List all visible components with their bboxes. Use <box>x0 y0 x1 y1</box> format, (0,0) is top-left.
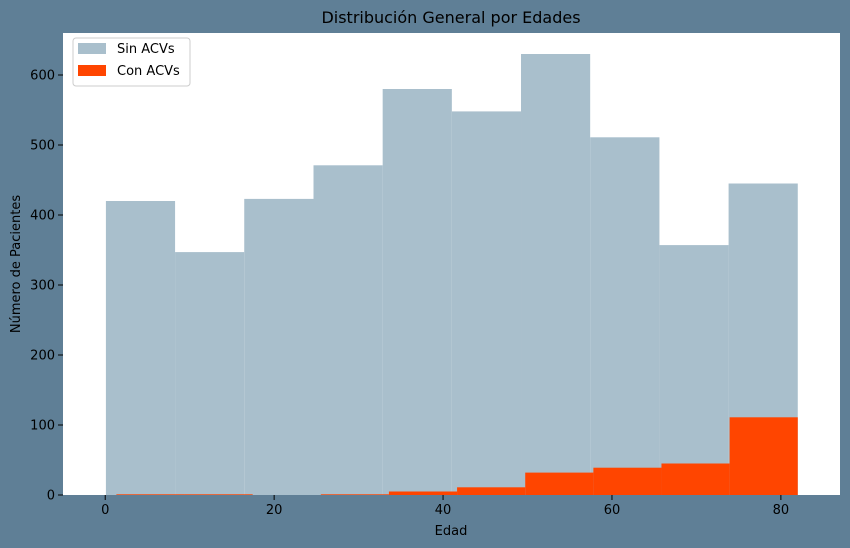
bar-sin-acvs-5 <box>451 111 522 496</box>
bar-sin-acvs-8 <box>659 245 729 495</box>
y-tick-label: 100 <box>30 419 55 434</box>
x-tick-label: 20 <box>266 503 283 518</box>
bar-con-acvs-4 <box>388 491 458 495</box>
bar-con-acvs-7 <box>593 467 662 495</box>
bar-sin-acvs-1 <box>175 252 245 495</box>
bar-con-acvs-5 <box>457 487 526 495</box>
bar-sin-acvs-2 <box>244 198 314 495</box>
legend-swatch-0 <box>78 43 106 54</box>
bar-con-acvs-3 <box>320 494 389 495</box>
legend: Sin ACVs Con ACVs <box>72 37 191 87</box>
legend-swatch-1 <box>78 65 106 76</box>
bar-con-acvs-1 <box>184 494 253 495</box>
y-tick-label: 0 <box>47 489 55 504</box>
bar-sin-acvs-6 <box>521 54 591 495</box>
y-tick-label: 200 <box>30 349 55 364</box>
x-tick-label: 60 <box>604 503 621 518</box>
y-tick-label: 400 <box>30 209 55 224</box>
bars-layer <box>105 54 798 496</box>
y-tick-label: 300 <box>30 279 55 294</box>
bar-con-acvs-8 <box>661 463 730 495</box>
x-tick-label: 0 <box>101 503 109 518</box>
y-tick-label: 600 <box>30 69 55 84</box>
bar-con-acvs-6 <box>525 472 594 495</box>
bar-con-acvs-0 <box>116 494 185 495</box>
legend-label-1: Con ACVs <box>117 64 180 79</box>
axes-layer: 0 20 40 60 80 0 100 200 300 400 500 600 <box>30 69 789 519</box>
bar-sin-acvs-7 <box>590 137 660 496</box>
bar-sin-acvs-3 <box>313 165 383 496</box>
y-axis-label: Número de Pacientes <box>9 195 24 333</box>
x-tick-label: 40 <box>435 503 452 518</box>
bar-con-acvs-9 <box>729 417 798 495</box>
bar-sin-acvs-0 <box>105 201 176 495</box>
x-axis-label: Edad <box>435 524 468 539</box>
y-tick-label: 500 <box>30 139 55 154</box>
chart-title: Distribución General por Edades <box>321 8 580 27</box>
legend-label-0: Sin ACVs <box>117 42 175 57</box>
x-tick-label: 80 <box>773 503 790 518</box>
bar-sin-acvs-4 <box>382 89 452 495</box>
